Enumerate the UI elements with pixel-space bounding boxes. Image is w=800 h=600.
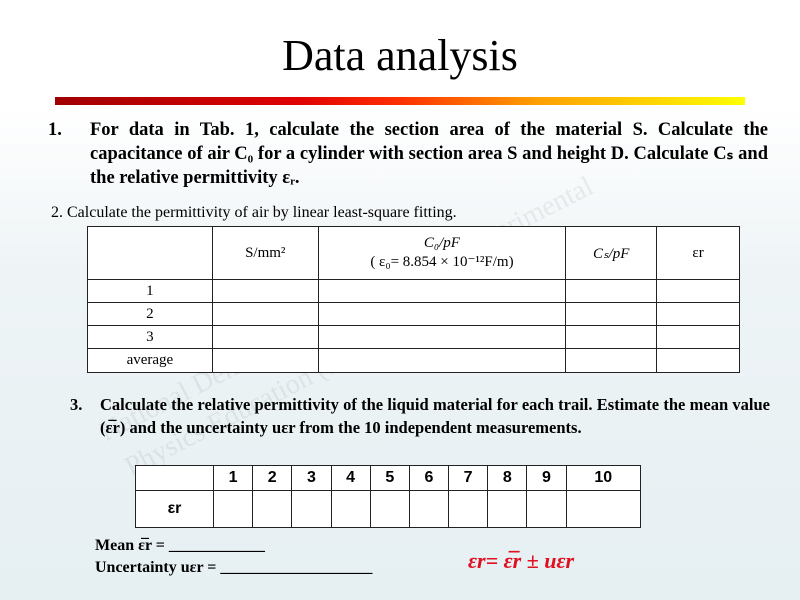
row-label: 1 bbox=[87, 279, 213, 303]
liquid-permittivity-table: 1 2 3 4 5 6 7 8 9 10 εr bbox=[135, 465, 642, 528]
trial-cell bbox=[448, 490, 489, 528]
row-label: 2 bbox=[87, 302, 213, 326]
trial-cell bbox=[369, 490, 410, 528]
cell bbox=[656, 325, 740, 349]
trial-header: 10 bbox=[565, 465, 642, 491]
cell bbox=[211, 325, 319, 349]
trial-header: 4 bbox=[330, 465, 371, 491]
task-1-number: 1. bbox=[48, 120, 62, 140]
cell bbox=[656, 348, 740, 373]
cell bbox=[565, 348, 658, 373]
trial-header: 1 bbox=[212, 465, 254, 491]
task-3-text: Calculate the relative permittivity of t… bbox=[100, 395, 770, 437]
cell bbox=[211, 302, 319, 326]
cell bbox=[565, 279, 658, 303]
trial-cell bbox=[330, 490, 371, 528]
air-permittivity-table: S/mm² C₀/pF ( ε₀= 8.854 × 10⁻¹²F/m) Cₛ/pF… bbox=[87, 226, 740, 373]
cell bbox=[565, 325, 658, 349]
header-cell bbox=[87, 226, 213, 280]
header-cell bbox=[135, 465, 214, 491]
header-er: εr bbox=[656, 226, 740, 280]
cell bbox=[317, 279, 567, 303]
cell bbox=[656, 302, 740, 326]
trial-header: 3 bbox=[291, 465, 332, 491]
title-underline-bar bbox=[55, 97, 745, 105]
trial-header: 5 bbox=[369, 465, 410, 491]
header-c0-label: C₀/pF bbox=[423, 235, 460, 251]
trial-cell bbox=[487, 490, 528, 528]
row-label: εr bbox=[135, 490, 214, 528]
task-2-text: 2. Calculate the permittivity of air by … bbox=[51, 204, 457, 221]
trial-cell bbox=[526, 490, 567, 528]
trial-cell bbox=[212, 490, 254, 528]
cell bbox=[317, 302, 567, 326]
task-1: 1. For data in Tab. 1, calculate the sec… bbox=[48, 118, 768, 190]
task-3-number: 3. bbox=[70, 395, 83, 414]
cell bbox=[565, 302, 658, 326]
header-c0: C₀/pF ( ε₀= 8.854 × 10⁻¹²F/m) bbox=[317, 226, 567, 280]
task-1-text: For data in Tab. 1, calculate the sectio… bbox=[90, 120, 768, 188]
cell bbox=[317, 348, 567, 373]
result-formula: εr= ε̅r ± uεr bbox=[468, 548, 575, 573]
answer-lines: Mean ε̅r = ____________ Uncertainty uεr … bbox=[95, 535, 372, 579]
mean-line: Mean ε̅r = ____________ bbox=[95, 537, 265, 554]
page-title: Data analysis bbox=[282, 31, 518, 80]
cell bbox=[211, 279, 319, 303]
trial-header: 8 bbox=[487, 465, 528, 491]
trial-cell bbox=[252, 490, 293, 528]
row-label: 3 bbox=[87, 325, 213, 349]
header-area: S/mm² bbox=[211, 226, 319, 280]
cell bbox=[656, 279, 740, 303]
row-label: average bbox=[87, 348, 213, 373]
uncertainty-line: Uncertainty uεr = ___________________ bbox=[95, 559, 373, 576]
cell bbox=[211, 348, 319, 373]
trial-header: 9 bbox=[526, 465, 567, 491]
header-c0-note: ( ε₀= 8.854 × 10⁻¹²F/m) bbox=[370, 254, 514, 270]
trial-header: 6 bbox=[408, 465, 450, 491]
trial-cell bbox=[408, 490, 450, 528]
header-cs: Cₛ/pF bbox=[565, 226, 658, 280]
trial-header: 7 bbox=[448, 465, 489, 491]
trial-cell bbox=[565, 490, 642, 528]
trial-header: 2 bbox=[252, 465, 293, 491]
trial-cell bbox=[291, 490, 332, 528]
task-3: 3. Calculate the relative permittivity o… bbox=[70, 393, 770, 439]
cell bbox=[317, 325, 567, 349]
